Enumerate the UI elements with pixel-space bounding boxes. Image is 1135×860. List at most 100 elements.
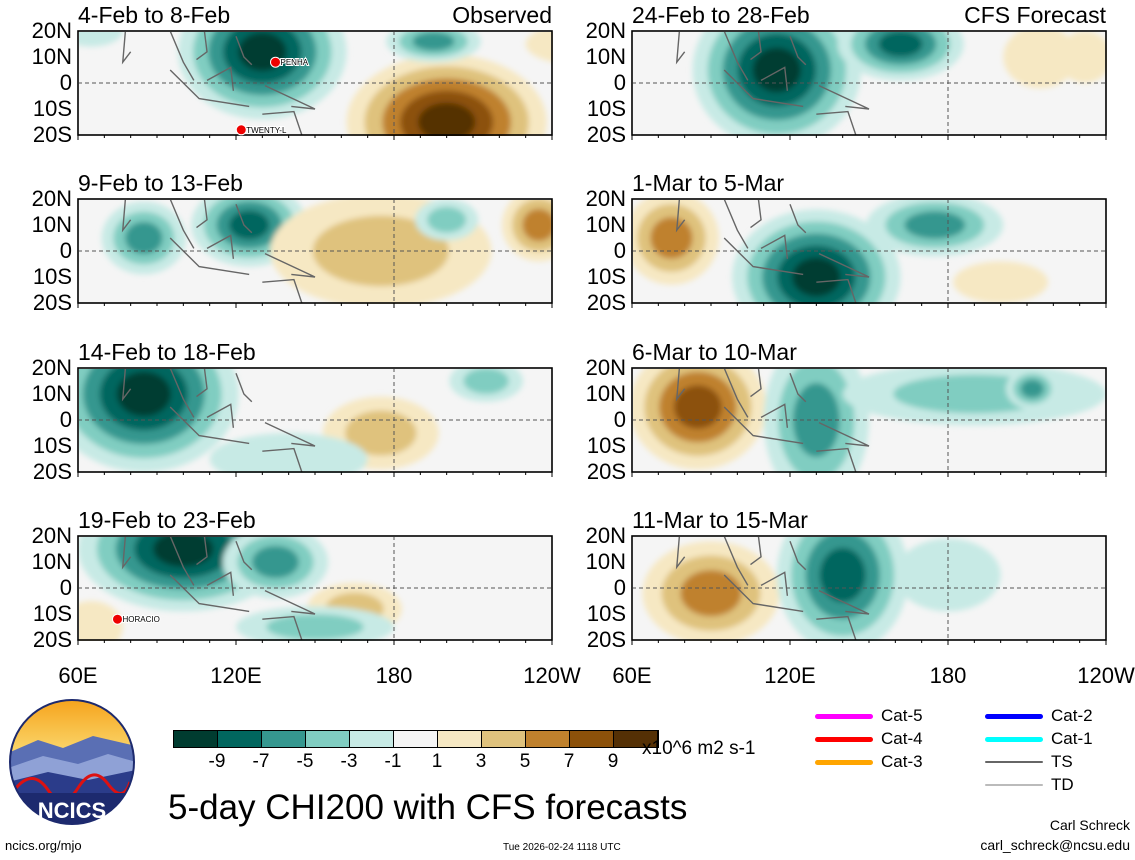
lat-tick-label: 10S (586, 433, 626, 458)
storm-marker (270, 56, 281, 68)
colorbar-swatch (394, 731, 438, 747)
legend-line-icon (985, 784, 1043, 786)
lon-tick-label: 120E (764, 663, 816, 688)
anomaly-contour (792, 257, 841, 297)
lat-tick-label: 10N (31, 212, 72, 237)
legend-item: Cat-2 (985, 706, 1093, 726)
lat-tick-label: 10N (31, 381, 72, 406)
lon-tick-label: 120W (523, 663, 581, 688)
coastline (675, 537, 870, 641)
map-panel (77, 198, 553, 308)
lat-tick-label: 20S (586, 290, 626, 315)
lat-tick-label: 10S (586, 601, 626, 626)
map-panel (77, 367, 553, 477)
lat-tick-label: 10S (586, 96, 626, 121)
panel-title: 14-Feb to 18-Feb (78, 339, 256, 365)
coastline (675, 200, 870, 304)
colorbar-tick: 1 (431, 751, 443, 772)
panel-title: 19-Feb to 23-Feb (78, 507, 256, 533)
colorbar-tick: -9 (208, 751, 226, 772)
lat-tick-label: 20N (31, 18, 72, 43)
colorbar-swatch (262, 731, 306, 747)
storm-marker (235, 124, 247, 136)
lat-tick-label: 10S (32, 433, 72, 458)
legend-item: TD (985, 775, 1074, 795)
lat-tick-label: 10S (32, 601, 72, 626)
legend-label: TS (1051, 752, 1073, 771)
storm-label: HORACIO (123, 615, 160, 624)
lat-tick-label: 20S (586, 627, 626, 652)
anomaly-contour (904, 211, 966, 239)
lon-tick-label: 60E (58, 663, 98, 688)
anomaly-contour (153, 537, 214, 567)
coastline (121, 537, 316, 641)
anomaly-contour (878, 32, 923, 57)
lat-tick-label: 10N (31, 549, 72, 574)
figure-title: 5-day CHI200 with CFS forecasts (168, 788, 688, 827)
lat-tick-label: 20N (31, 523, 72, 548)
panel-label: Observed (452, 2, 552, 28)
panel-title: 9-Feb to 13-Feb (78, 170, 243, 196)
ncics-logo: NCICS (9, 699, 135, 825)
anomaly-contour (1020, 379, 1044, 399)
lat-tick-label: 0 (59, 238, 72, 263)
colorbar-tick: 3 (475, 751, 487, 772)
coastline (121, 369, 316, 473)
legend-label: Cat-2 (1051, 706, 1093, 725)
legend-item: Cat-1 (985, 729, 1093, 749)
lat-tick-label: 20S (586, 459, 626, 484)
panel-title: 11-Mar to 15-Mar (632, 507, 808, 533)
lon-tick-label: 60E (612, 663, 652, 688)
panel-title: 1-Mar to 5-Mar (632, 170, 785, 196)
anomaly-contour (674, 385, 722, 429)
lat-tick-label: 10N (31, 44, 72, 69)
lat-tick-label: 20N (585, 523, 626, 548)
lat-tick-label: 20N (585, 186, 626, 211)
colorbar-swatch (218, 731, 262, 747)
map-panel (631, 198, 1107, 308)
map-panel (631, 535, 1107, 645)
anomaly-contour (116, 371, 171, 417)
lat-tick-label: 10S (586, 264, 626, 289)
lon-tick-label: 180 (375, 663, 413, 688)
colorbar-tick: 7 (563, 751, 575, 772)
legend-item: Cat-4 (815, 729, 923, 749)
anomaly-contour (229, 210, 270, 240)
lat-tick-label: 0 (613, 575, 626, 600)
lat-tick-label: 20S (32, 459, 72, 484)
footer-url[interactable]: ncics.org/mjo (5, 838, 82, 853)
lat-tick-label: 10N (585, 549, 626, 574)
colorbar-swatch (482, 731, 526, 747)
legend-label: Cat-5 (881, 706, 923, 725)
footer-email[interactable]: carl_schreck@ncsu.edu (980, 837, 1130, 853)
anomaly-contour (650, 217, 693, 259)
anomaly-contour (418, 102, 476, 136)
colorbar-swatch (438, 731, 482, 747)
anomaly-contour (79, 32, 123, 47)
colorbar-tick: -7 (252, 751, 270, 772)
colorbar-tick: -5 (296, 751, 314, 772)
legend-item: TS (985, 752, 1073, 772)
lon-tick-label: 120E (210, 663, 262, 688)
storm-label: TWENTY-L (246, 126, 287, 135)
legend-line-icon (815, 759, 873, 765)
colorbar (173, 730, 659, 748)
map-panel: HORACIO (77, 535, 553, 645)
colorbar-tick: 5 (519, 751, 531, 772)
colorbar-tick: -1 (384, 751, 402, 772)
storm-marker (112, 613, 123, 625)
lat-tick-label: 20N (585, 355, 626, 380)
anomaly-contour (427, 207, 467, 233)
anomaly-contour (345, 410, 417, 456)
map-panel (631, 367, 1107, 477)
lat-tick-label: 10S (32, 96, 72, 121)
anomaly-contour (1058, 32, 1107, 83)
legend-item: Cat-3 (815, 752, 923, 772)
legend-label: Cat-1 (1051, 729, 1093, 748)
footer-timestamp: Tue 2026-02-24 1118 UTC (503, 842, 621, 853)
legend-line-icon (815, 736, 873, 742)
legend-label: Cat-3 (881, 752, 923, 771)
anomaly-contour (819, 547, 866, 603)
colorbar-swatch (174, 731, 218, 747)
